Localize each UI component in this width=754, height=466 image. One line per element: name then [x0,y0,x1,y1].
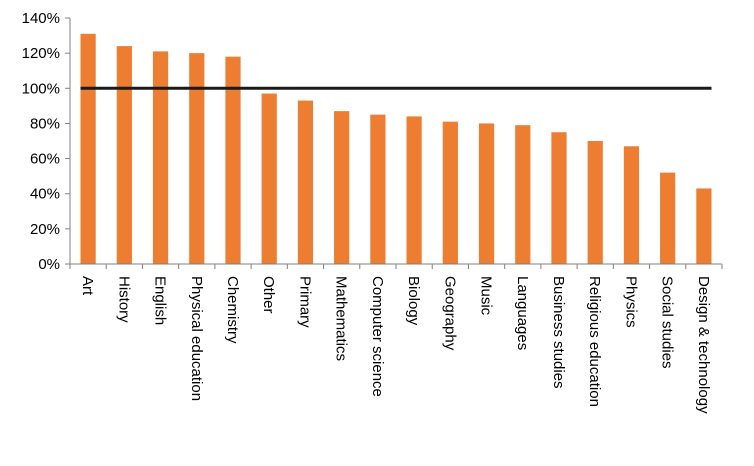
y-axis-labels: 0% 20% 40% 60% 80% 100% 120% 140% [22,10,60,273]
bar [189,53,205,265]
x-tick-label: Physics [622,276,639,328]
y-tick-label: 140% [22,10,60,27]
x-tick-label: History [115,276,132,323]
x-tick-label: Art [79,276,96,296]
x-tick-label: Business studies [550,276,567,389]
y-tick-label: 100% [22,80,60,97]
x-tick-label: Social studies [659,276,676,369]
x-tick-label: Mathematics [333,276,350,361]
y-tick-label: 80% [30,115,60,132]
bar [551,132,567,264]
x-tick-label: English [152,276,169,325]
bar [442,121,458,265]
y-tick-label: 60% [30,151,60,168]
x-tick-label: Languages [514,276,531,350]
bar [297,100,314,264]
axes [65,17,723,269]
bar [370,114,386,265]
x-tick-label: Physical education [188,276,205,401]
y-tick-label: 120% [22,45,60,62]
x-tick-label: Religious education [586,276,603,407]
bar [261,93,277,264]
bar [515,125,531,264]
y-tick-label: 20% [30,221,60,238]
bar [660,172,676,264]
bar [116,46,132,264]
x-tick-label: Music [478,276,495,316]
x-tick-label: Biology [405,276,422,326]
bars [80,33,712,265]
x-tick-label: Computer science [369,276,386,397]
x-tick-label: Primary [296,276,313,328]
bar [152,51,169,265]
bar [587,141,603,264]
y-tick-label: 40% [30,186,60,203]
x-axis-labels: Art History English Physical education Chemi… [79,276,712,414]
bar [80,33,96,264]
x-tick-label: Geography [441,276,458,351]
bar [406,116,422,265]
bar [334,111,350,264]
bar [623,146,640,264]
bar [225,56,241,265]
y-tick-label: 0% [38,256,60,273]
x-tick-label: Other [260,276,277,314]
bar [696,188,712,264]
x-tick-label: Design & technology [695,276,712,414]
x-tick-label: Chemistry [224,276,241,344]
bar [478,123,495,264]
